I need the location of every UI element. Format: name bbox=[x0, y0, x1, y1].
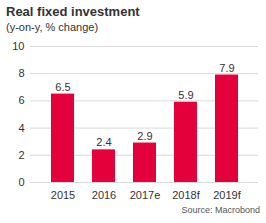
svg-text:2018f: 2018f bbox=[172, 189, 200, 201]
svg-text:4: 4 bbox=[18, 122, 24, 134]
svg-text:0: 0 bbox=[18, 176, 24, 188]
svg-text:2.9: 2.9 bbox=[137, 130, 152, 142]
svg-text:2016: 2016 bbox=[92, 189, 116, 201]
svg-text:2: 2 bbox=[18, 149, 24, 161]
svg-text:6: 6 bbox=[18, 94, 24, 106]
svg-text:5.9: 5.9 bbox=[178, 89, 193, 101]
html-text:Real fixed investment: Real fixed investment bbox=[6, 4, 140, 19]
svg-text:8: 8 bbox=[18, 67, 24, 79]
html-text:(y-on-y, % change): (y-on-y, % change) bbox=[6, 21, 99, 33]
svg-text:2019f: 2019f bbox=[213, 189, 241, 201]
svg-text:7.9: 7.9 bbox=[219, 62, 234, 74]
svg-text:6.5: 6.5 bbox=[55, 81, 70, 93]
svg-text:10: 10 bbox=[12, 40, 24, 52]
svg-text:2.4: 2.4 bbox=[96, 136, 111, 148]
html-text:Source: Macrobond: Source: Macrobond bbox=[181, 205, 260, 215]
svg-text:2017e: 2017e bbox=[130, 189, 161, 201]
svg-text:2015: 2015 bbox=[51, 189, 75, 201]
